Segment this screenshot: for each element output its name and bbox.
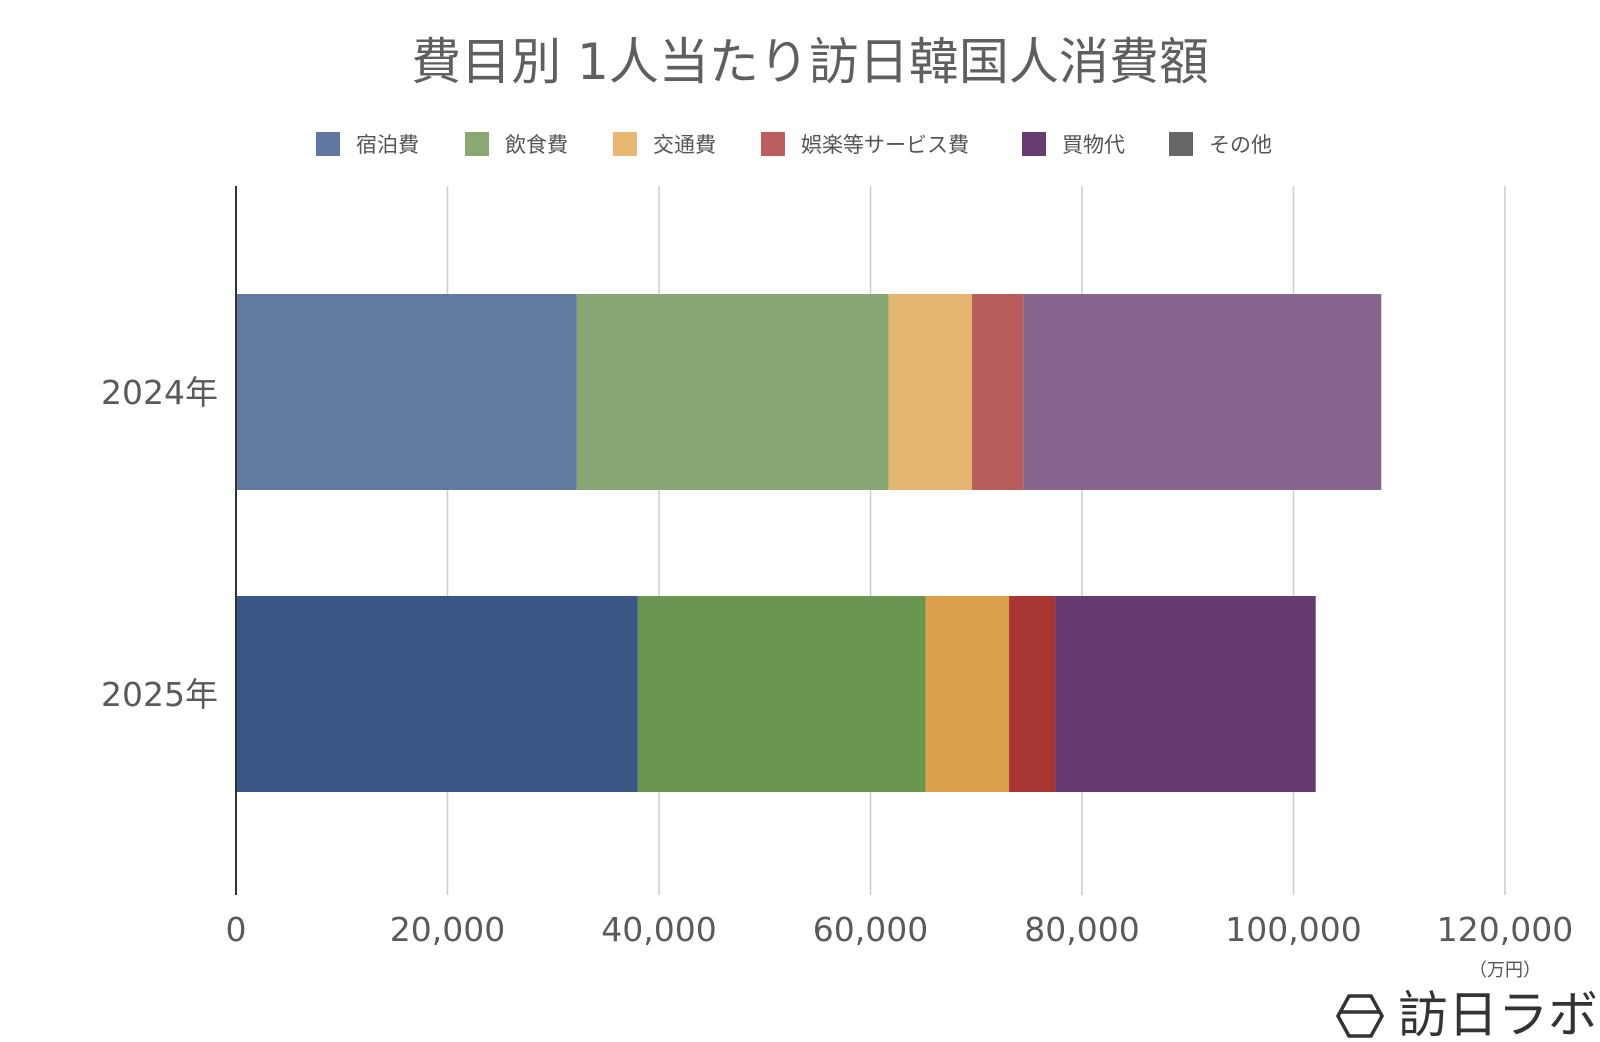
x-tick-label: 100,000 <box>1225 910 1361 949</box>
bar-segment <box>576 294 889 490</box>
bar-segment <box>925 596 1010 792</box>
bar-segment <box>1009 596 1056 792</box>
x-tick-label: 40,000 <box>601 910 716 949</box>
legend-label: その他 <box>1209 133 1272 157</box>
x-tick-label: 0 <box>226 910 247 949</box>
bar-segment <box>236 294 577 490</box>
legend-item: 宿泊費 <box>316 132 419 157</box>
x-tick-label: 60,000 <box>813 910 928 949</box>
watermark: 訪日ラボ <box>1336 986 1598 1042</box>
x-tick-label: 80,000 <box>1024 910 1139 949</box>
legend-swatch <box>761 132 785 156</box>
legend-item: 買物代 <box>1022 132 1125 157</box>
legend-item: 交通費 <box>613 132 716 157</box>
bars <box>236 294 1382 792</box>
y-axis-categories: 2024年 2025年 <box>101 373 218 714</box>
legend-swatch <box>1022 132 1046 156</box>
category-label: 2024年 <box>101 373 218 412</box>
legend-swatch <box>316 132 340 156</box>
legend-label: 宿泊費 <box>356 133 419 157</box>
x-tick-label: 20,000 <box>390 910 505 949</box>
legend-label: 買物代 <box>1062 133 1125 157</box>
hexagon-logo-icon <box>1336 994 1384 1038</box>
legend: 宿泊費 飲食費 交通費 娯楽等サービス費 買物代 その他 <box>316 132 1272 157</box>
bar-segment <box>236 596 638 792</box>
bar-segment <box>972 294 1024 490</box>
category-label: 2025年 <box>101 675 218 714</box>
legend-item: 飲食費 <box>465 132 568 157</box>
x-tick-label: 120,000 <box>1437 910 1573 949</box>
bar-segment <box>1023 294 1382 490</box>
chart-title: 費目別 1人当たり訪日韓国人消費額 <box>411 33 1209 91</box>
bar-segment <box>888 294 973 490</box>
legend-item: 娯楽等サービス費 <box>761 132 969 157</box>
legend-item: その他 <box>1169 132 1272 157</box>
legend-label: 娯楽等サービス費 <box>801 133 969 157</box>
legend-swatch <box>613 132 637 156</box>
legend-label: 飲食費 <box>505 133 568 157</box>
legend-swatch <box>1169 132 1193 156</box>
watermark-text: 訪日ラボ <box>1398 986 1598 1042</box>
x-axis-ticks: 0 20,000 40,000 60,000 80,000 100,000 120,000 <box>226 910 1574 949</box>
legend-label: 交通費 <box>653 133 716 157</box>
bar-segment <box>1055 596 1316 792</box>
unit-label: （万円） <box>1469 960 1541 981</box>
legend-swatch <box>465 132 489 156</box>
bar-segment <box>637 596 926 792</box>
